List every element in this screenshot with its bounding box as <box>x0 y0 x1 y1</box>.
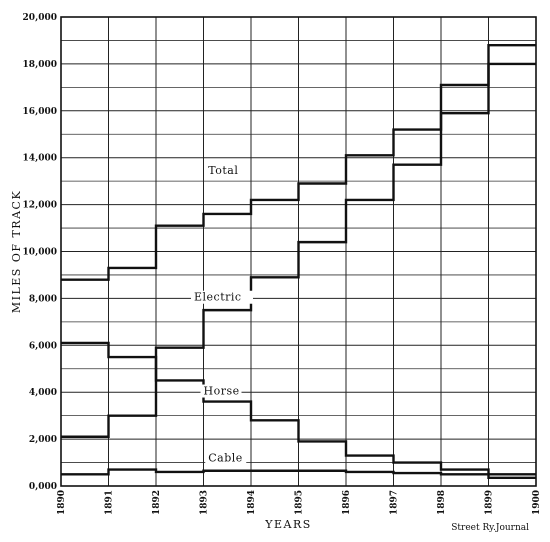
x-tick-labels: 1890 1891 1892 1893 1894 1895 1896 1897 1898 1899… <box>57 490 542 515</box>
x-tick-label: 1898 <box>437 490 447 515</box>
series-label-cable: Cable <box>208 451 243 464</box>
series-label-horse: Horse <box>204 385 240 398</box>
x-tick-label: 1890 <box>57 490 67 515</box>
y-tick-label: 0,000 <box>29 482 57 492</box>
series-label-background <box>205 451 247 465</box>
y-tick-label: 2,000 <box>29 435 57 445</box>
y-tick-label: 18,000 <box>23 60 57 70</box>
x-axis-title: YEARS <box>264 518 312 531</box>
y-tick-label: 10,000 <box>23 248 57 258</box>
y-tick-label: 12,000 <box>23 201 57 211</box>
x-tick-label: 1893 <box>200 490 210 515</box>
y-tick-label: 8,000 <box>29 294 57 304</box>
grid <box>60 16 537 487</box>
series-labels: Total Electric Horse Cable <box>191 164 253 465</box>
series-label-total: Total <box>208 164 238 177</box>
plot-frame <box>60 16 537 487</box>
y-tick-label: 14,000 <box>23 154 57 164</box>
x-tick-label: 1895 <box>295 490 305 515</box>
y-tick-label: 20,000 <box>23 13 57 23</box>
x-tick-label: 1899 <box>485 490 495 515</box>
series-label-electric: Electric <box>194 291 242 304</box>
series-label-background <box>200 384 242 398</box>
x-tick-label: 1894 <box>247 490 257 515</box>
y-tick-label: 16,000 <box>23 107 57 117</box>
y-tick-label: 6,000 <box>29 341 57 351</box>
series-layer <box>61 43 536 479</box>
y-tick-labels: 0,000 2,000 4,000 6,000 8,000 10,000 12,000 14,… <box>23 13 57 492</box>
series-line-cable <box>61 468 536 479</box>
series-line-total <box>61 43 536 281</box>
y-tick-label: 4,000 <box>29 388 57 398</box>
series-line-horse <box>61 341 536 476</box>
source-credit: Street Ry.Journal <box>451 523 529 533</box>
x-tick-label: 1892 <box>152 490 162 515</box>
series-label-background <box>205 164 247 178</box>
x-tick-label: 1896 <box>342 490 352 515</box>
y-axis-title: MILES OF TRACK <box>10 190 23 313</box>
series-line-electric <box>61 62 536 438</box>
x-tick-label: 1897 <box>390 490 400 515</box>
series-label-background <box>191 290 253 304</box>
x-tick-label: 1891 <box>105 490 115 515</box>
x-tick-label: 1900 <box>532 490 542 515</box>
